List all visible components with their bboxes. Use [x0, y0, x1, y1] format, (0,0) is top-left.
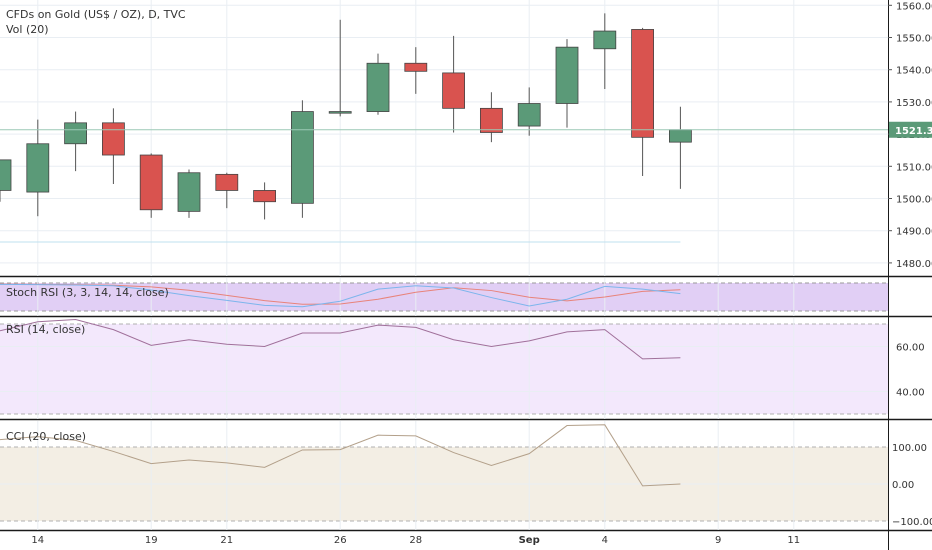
- candle-body: [26, 143, 50, 193]
- x-tick-label: 21: [220, 535, 233, 546]
- candle-body: [479, 107, 503, 133]
- rsi-tick-label: 40.00: [896, 388, 925, 399]
- x-tick-label: 4: [602, 535, 608, 546]
- rsi-band: [0, 324, 888, 414]
- x-tick-label: 14: [31, 535, 44, 546]
- x-tick-label: 11: [787, 535, 800, 546]
- axes: 1560.001550.001540.001530.001520.001510.…: [31, 1, 932, 546]
- cci-line: [0, 424, 681, 487]
- candle-body: [64, 122, 87, 145]
- candle-body: [253, 190, 277, 203]
- candle-body: [177, 172, 201, 212]
- candle-body: [290, 111, 314, 204]
- cci-tick-label: 100.00: [892, 443, 927, 454]
- price-tick-label: 1480.00: [896, 259, 932, 270]
- overlays: [0, 129, 888, 243]
- candle-body: [215, 173, 239, 191]
- candle-body: [517, 103, 541, 127]
- volume-label: Vol (20): [6, 23, 49, 36]
- candle-body: [366, 62, 390, 112]
- candle-body: [555, 46, 579, 104]
- last-price-label: 1521.35: [895, 126, 932, 137]
- candle-body: [404, 62, 428, 72]
- x-tick-label: Sep: [519, 535, 540, 546]
- candle-body: [102, 122, 125, 156]
- x-tick-label: 19: [145, 535, 158, 546]
- stoch-d-line: [0, 283, 681, 305]
- cci-tick-label: −100.00: [892, 517, 932, 528]
- candle-body: [631, 29, 654, 138]
- price-tick-label: 1510.00: [896, 162, 932, 173]
- candle-body: [442, 72, 466, 109]
- stoch-k-line: [0, 283, 681, 308]
- rsi-label: RSI (14, close): [6, 323, 85, 336]
- candle-body: [0, 159, 12, 191]
- candle-body: [328, 111, 352, 114]
- x-tick-label: 9: [715, 535, 721, 546]
- candle-body: [669, 129, 692, 143]
- series: [0, 13, 692, 487]
- rsi-tick-label: 60.00: [896, 343, 925, 354]
- cci-tick-label: 0.00: [892, 480, 914, 491]
- price-tick-label: 1560.00: [896, 1, 932, 12]
- price-tick-label: 1500.00: [896, 195, 932, 206]
- price-tick-label: 1540.00: [896, 66, 932, 77]
- rsi-line: [0, 318, 681, 360]
- last-price-badge: [889, 121, 932, 138]
- x-tick-label: 26: [334, 535, 347, 546]
- x-tick-label: 28: [409, 535, 422, 546]
- chart-title: CFDs on Gold (US$ / OZ), D, TVC: [6, 8, 186, 21]
- price-tick-label: 1530.00: [896, 98, 932, 109]
- stoch-rsi-label: Stoch RSI (3, 3, 14, 14, close): [6, 286, 169, 299]
- candle-body: [139, 154, 163, 211]
- price-tick-label: 1490.00: [896, 227, 932, 238]
- candle-body: [593, 30, 617, 50]
- price-tick-label: 1550.00: [896, 34, 932, 45]
- cci-label: CCI (20, close): [6, 430, 86, 443]
